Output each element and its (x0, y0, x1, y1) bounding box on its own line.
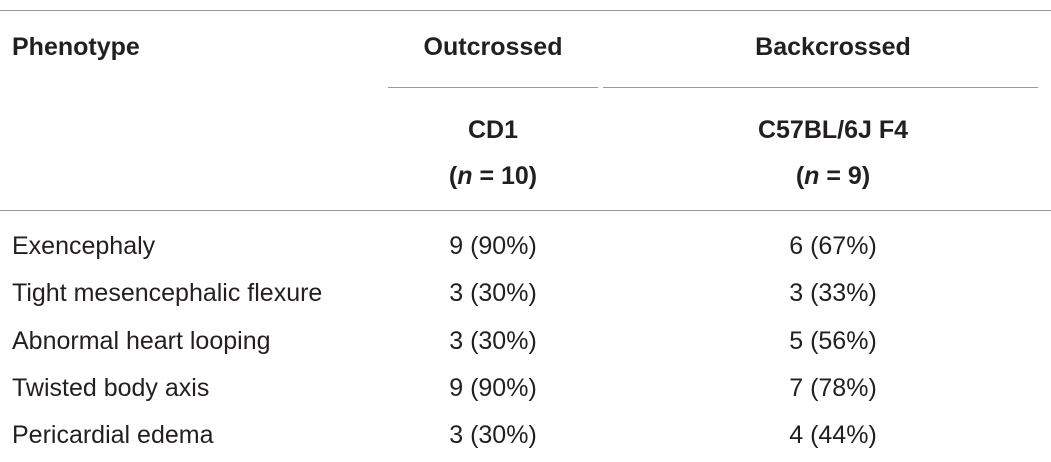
header-rule (0, 210, 1051, 211)
cell-value: 5 (56%) (789, 326, 877, 355)
n-symbol: n (804, 162, 820, 190)
phenotype: Tight mesencephalic flexure (12, 279, 323, 308)
paren: ( (448, 162, 458, 190)
n-value: = 10) (472, 162, 538, 190)
cell-value: 3 (30%) (449, 326, 537, 355)
cell-value: 3 (33%) (789, 279, 877, 308)
phenotype: Pericardial edema (12, 421, 214, 450)
paren: ( (795, 162, 805, 190)
n-symbol: n (457, 162, 473, 190)
cell-value: 9 (90%) (449, 373, 537, 402)
cell-value: 6 (67%) (789, 232, 877, 260)
group-rule (603, 87, 1038, 88)
column-header: Backcrossed (755, 33, 911, 61)
top-rule (0, 10, 1051, 11)
phenotype: Exencephaly (12, 232, 156, 260)
strain: C57BL/6J F4 (757, 116, 909, 144)
sample-size: (n = 10) (449, 161, 537, 191)
cell-value: 4 (44%) (789, 421, 877, 450)
cell-value: 9 (90%) (449, 232, 537, 260)
n-value: = 9) (819, 162, 871, 190)
sample-size: (n = 9) (796, 161, 870, 191)
column-header: Outcrossed (423, 33, 563, 61)
strain: CD1 (467, 116, 519, 144)
cell-value: 7 (78%) (789, 373, 877, 402)
group-rule (388, 87, 598, 88)
phenotype: Twisted body axis (12, 373, 210, 402)
column-header: Phenotype (12, 33, 140, 61)
cell-value: 3 (30%) (449, 279, 537, 308)
cell-value: 3 (30%) (449, 421, 537, 450)
phenotype: Abnormal heart looping (12, 326, 271, 355)
